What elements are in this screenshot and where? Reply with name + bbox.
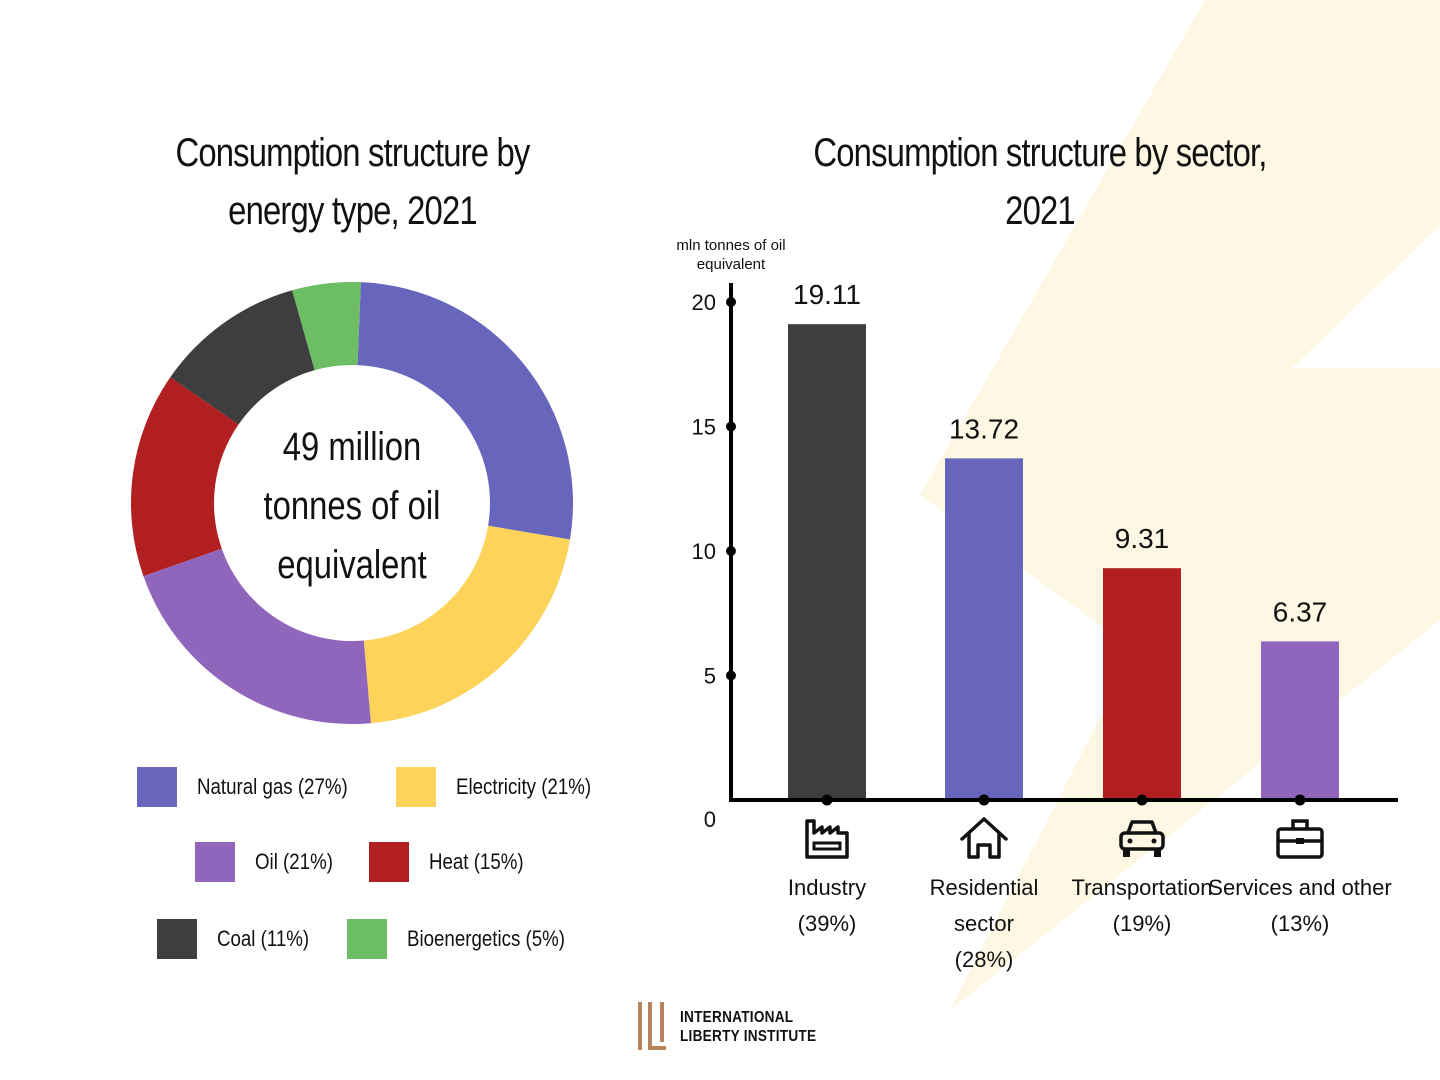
legend-swatch-bioenergetics bbox=[347, 919, 388, 959]
donut-slice-oil bbox=[143, 548, 371, 725]
legend-item-bioenergetics: Bioenergetics (5%) bbox=[347, 919, 615, 959]
bar-value-label: 13.72 bbox=[949, 413, 1019, 444]
legend-item-electricity: Electricity (21%) bbox=[396, 767, 637, 807]
legend-swatch-natural-gas bbox=[137, 767, 177, 807]
donut-slice-heat bbox=[130, 377, 239, 577]
y-tick-label: 5 bbox=[704, 664, 716, 689]
y-tick-label: 15 bbox=[692, 415, 716, 440]
donut-chart bbox=[130, 282, 573, 725]
bar-chart-title: Consumption structure by sector, 2021 bbox=[813, 131, 1267, 233]
y-tick-label: 0 bbox=[704, 807, 716, 832]
legend-label: Oil (21%) bbox=[255, 849, 333, 874]
bar-residential-sector bbox=[945, 458, 1023, 800]
bar-value-label: 6.37 bbox=[1273, 596, 1328, 627]
donut-slice-natural-gas bbox=[357, 282, 573, 540]
legend-label: Natural gas (27%) bbox=[197, 774, 348, 799]
y-tick-dot bbox=[726, 546, 736, 556]
logo-line-1: INTERNATIONAL bbox=[680, 1009, 794, 1026]
x-tick-dot bbox=[978, 794, 990, 806]
y-tick-dot bbox=[726, 670, 736, 681]
ili-logo: INTERNATIONAL LIBERTY INSTITUTE bbox=[636, 1000, 836, 1055]
legend-item-coal: Coal (11%) bbox=[157, 919, 347, 959]
legend-row: Natural gas (27%) Electricity (21%) bbox=[137, 767, 637, 807]
legend-item-natural-gas: Natural gas (27%) bbox=[137, 767, 396, 807]
donut-chart-title: Consumption structure by energy type, 20… bbox=[175, 131, 530, 233]
x-category-label: Industry (39%) bbox=[788, 875, 866, 936]
y-tick-dot bbox=[726, 421, 736, 432]
y-tick-dot bbox=[726, 297, 736, 307]
ili-logo-icon bbox=[638, 1002, 666, 1050]
legend-item-heat: Heat (15%) bbox=[368, 842, 562, 882]
factory-icon bbox=[805, 819, 849, 859]
x-category-label: Residential sector (28%) bbox=[930, 875, 1039, 972]
center-label-line: 49 million bbox=[282, 425, 422, 469]
x-tick-dot bbox=[821, 794, 833, 806]
bar-transportation bbox=[1103, 568, 1181, 800]
legend-label: Bioenergetics (5%) bbox=[407, 926, 566, 951]
legend-row: Oil (21%) Heat (15%) bbox=[195, 842, 562, 882]
y-axis-unit-label: mln tonnes of oil equivalent bbox=[676, 237, 785, 273]
legend-row: Coal (11%) Bioenergetics (5%) bbox=[157, 919, 615, 959]
donut-slice-coal bbox=[170, 290, 315, 425]
y-tick-label: 20 bbox=[692, 290, 716, 315]
x-category-label: Transportation (19%) bbox=[1071, 875, 1212, 936]
center-label-line: tonnes of oil bbox=[263, 484, 441, 528]
x-tick-dot bbox=[1294, 794, 1306, 806]
bar-value-label: 19.11 bbox=[793, 279, 861, 310]
bar-services-and-other bbox=[1261, 641, 1339, 800]
car-icon bbox=[1119, 820, 1165, 857]
bar-value-label: 9.31 bbox=[1115, 523, 1170, 554]
donut-slice-bioenergetics bbox=[292, 282, 361, 371]
logo-line-2: LIBERTY INSTITUTE bbox=[680, 1028, 817, 1045]
legend-swatch-electricity bbox=[396, 767, 437, 807]
x-category-label: Services and other (13%) bbox=[1208, 875, 1391, 936]
legend-item-oil: Oil (21%) bbox=[195, 842, 369, 882]
legend-swatch-coal bbox=[157, 919, 197, 959]
donut-slice-electricity bbox=[363, 525, 570, 724]
briefcase-icon bbox=[1276, 819, 1324, 859]
y-tick-label: 10 bbox=[692, 539, 716, 564]
bar-industry bbox=[788, 324, 866, 800]
legend-swatch-oil bbox=[195, 842, 235, 882]
center-label-line: equivalent bbox=[277, 543, 427, 587]
legend-label: Coal (11%) bbox=[217, 926, 310, 951]
legend-label: Heat (15%) bbox=[428, 849, 524, 874]
x-tick-dot bbox=[1136, 794, 1148, 806]
legend-label: Electricity (21%) bbox=[456, 774, 592, 799]
legend-swatch-heat bbox=[368, 842, 409, 882]
house-icon bbox=[960, 817, 1008, 859]
donut-center-label: 49 million tonnes of oil equivalent bbox=[254, 418, 451, 595]
logo-text: INTERNATIONAL LIBERTY INSTITUTE bbox=[680, 1008, 816, 1046]
